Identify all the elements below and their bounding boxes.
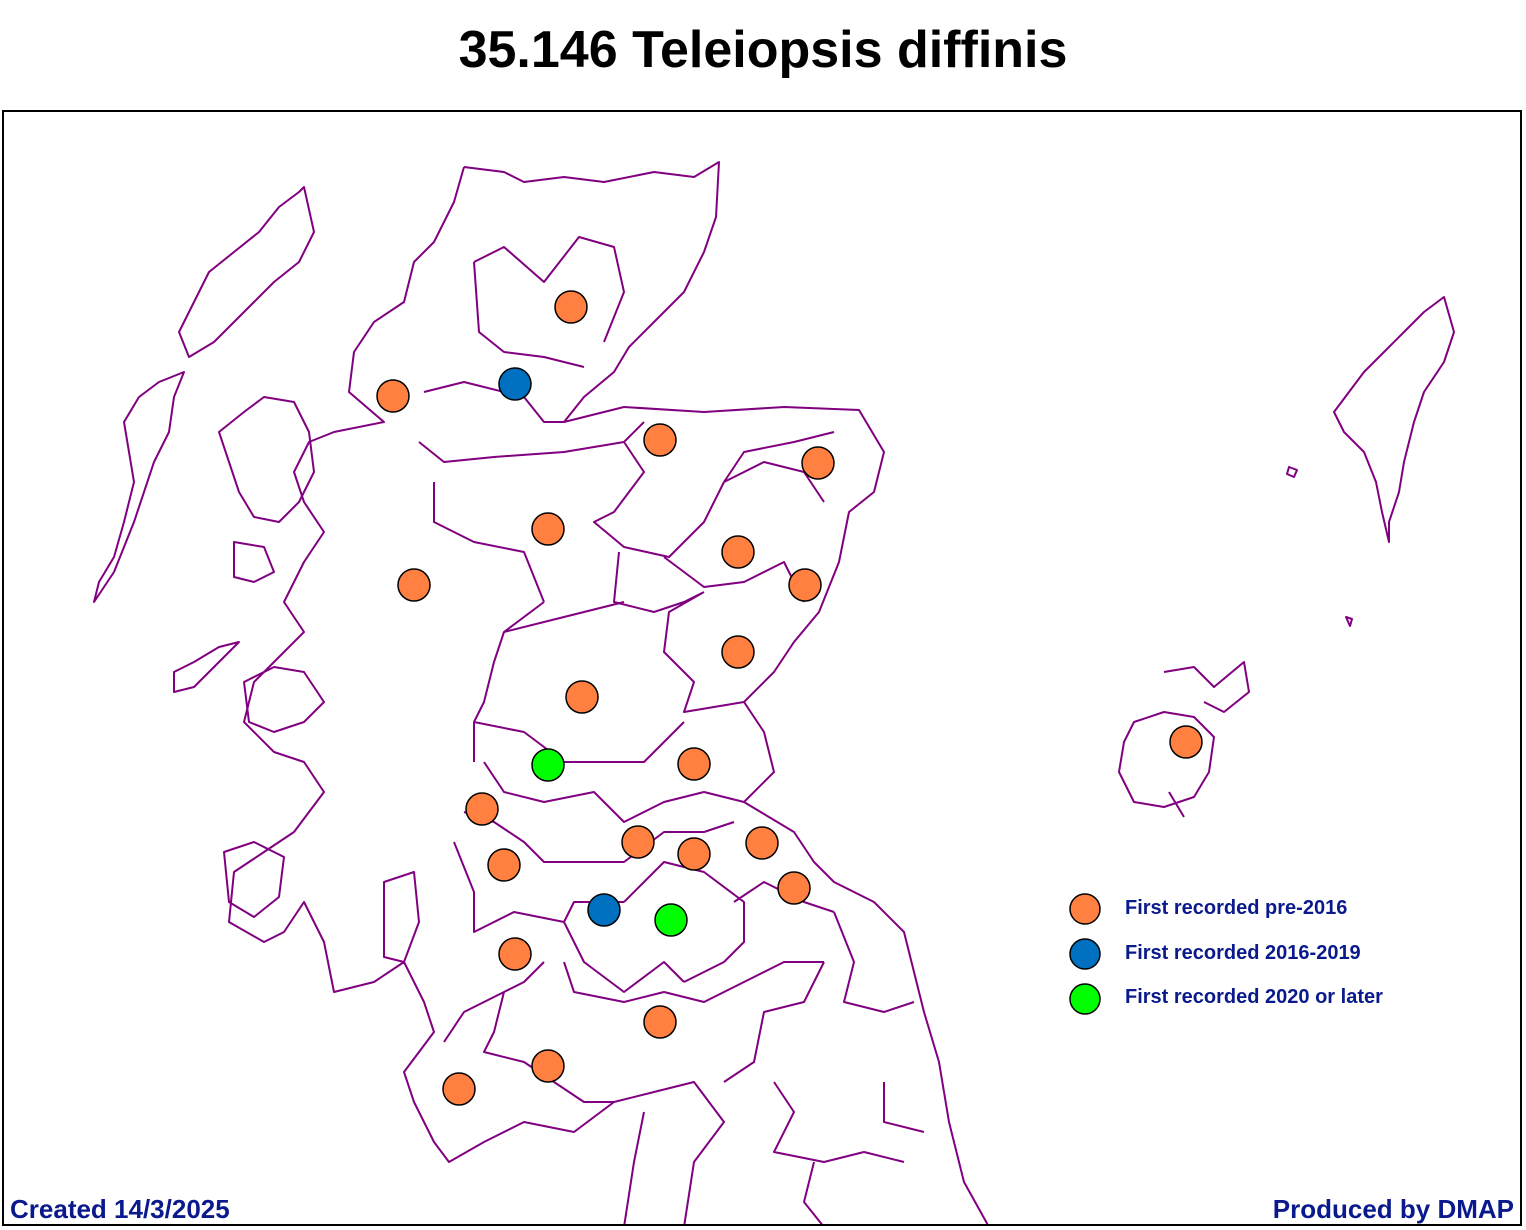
record-dot-y2016_2019	[498, 367, 532, 401]
record-dot-pre2016	[397, 568, 431, 602]
record-dot-pre2016	[531, 1049, 565, 1083]
skye	[173, 396, 315, 693]
record-dot-pre2016	[677, 747, 711, 781]
record-dot-pre2016	[745, 826, 779, 860]
legend-swatch-2020-later	[1069, 983, 1101, 1015]
record-dot-pre2016	[801, 446, 835, 480]
vice-county-boundaries	[93, 161, 1455, 1224]
record-dot-y2016_2019	[587, 893, 621, 927]
record-dot-pre2016	[777, 871, 811, 905]
outer-hebrides	[93, 186, 315, 603]
record-dot-y2020_later	[654, 903, 688, 937]
mull	[223, 666, 420, 963]
record-dot-pre2016	[498, 937, 532, 971]
map-canvas: First recorded pre-2016 First recorded 2…	[93, 161, 1455, 1224]
record-dot-pre2016	[677, 837, 711, 871]
record-dot-pre2016	[442, 1072, 476, 1106]
record-dot-pre2016	[465, 792, 499, 826]
record-dot-pre2016	[376, 379, 410, 413]
legend-swatch-pre2016	[1069, 893, 1101, 925]
record-dot-pre2016	[487, 848, 521, 882]
orkney	[1118, 661, 1250, 818]
record-dot-pre2016	[1169, 725, 1203, 759]
records-layer	[376, 290, 1203, 1106]
record-dot-pre2016	[788, 568, 822, 602]
legend-label-2016-2019: First recorded 2016-2019	[1125, 942, 1361, 964]
record-dot-pre2016	[621, 825, 655, 859]
legend-swatch-2016-2019	[1069, 938, 1101, 970]
map-frame: First recorded pre-2016 First recorded 2…	[2, 110, 1522, 1226]
map-title: 35.146 Teleiopsis diffinis	[458, 21, 1068, 79]
legend: First recorded pre-2016 First recorded 2…	[1069, 893, 1383, 1015]
record-dot-pre2016	[554, 290, 588, 324]
record-dot-pre2016	[721, 635, 755, 669]
legend-label-pre2016: First recorded pre-2016	[1125, 897, 1347, 919]
record-dot-pre2016	[531, 512, 565, 546]
created-date: Created 14/3/2025	[10, 1194, 230, 1224]
record-dot-pre2016	[565, 680, 599, 714]
mainland-outline	[228, 161, 989, 1224]
shetland	[1333, 296, 1455, 543]
record-dot-pre2016	[721, 535, 755, 569]
legend-label-2020-later: First recorded 2020 or later	[1125, 986, 1383, 1008]
record-dot-pre2016	[643, 1005, 677, 1039]
fair-isle	[1286, 466, 1353, 627]
record-dot-pre2016	[643, 423, 677, 457]
internal-boundaries	[418, 236, 925, 1224]
produced-by: Produced by DMAP	[1272, 1194, 1514, 1224]
record-dot-y2020_later	[531, 748, 565, 782]
